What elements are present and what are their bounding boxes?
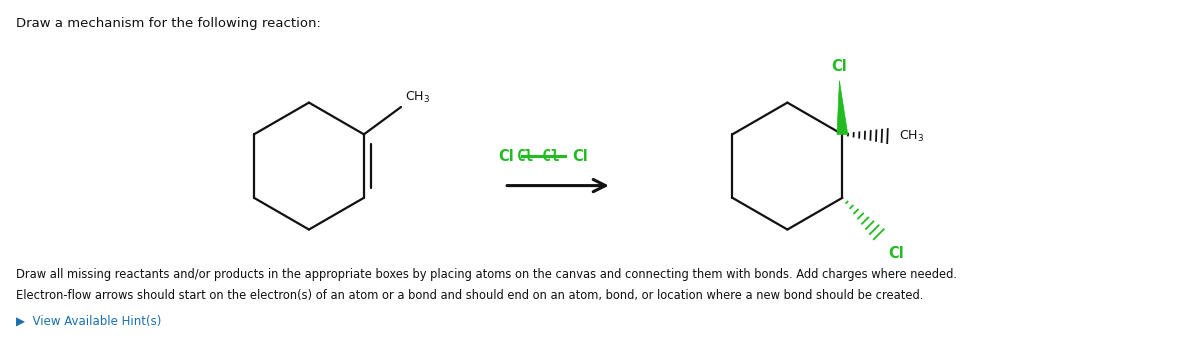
Text: Cl: Cl xyxy=(498,149,514,164)
Text: CH$_3$: CH$_3$ xyxy=(899,129,924,144)
Polygon shape xyxy=(836,81,847,134)
Text: CH$_3$: CH$_3$ xyxy=(404,90,430,105)
Text: Cl: Cl xyxy=(832,59,847,74)
Text: Draw all missing reactants and/or products in the appropriate boxes by placing a: Draw all missing reactants and/or produc… xyxy=(16,268,958,281)
Text: Cl: Cl xyxy=(572,149,588,164)
Text: Cl—Cl: Cl—Cl xyxy=(516,149,560,164)
Text: Draw a mechanism for the following reaction:: Draw a mechanism for the following react… xyxy=(16,17,320,30)
Text: Cl: Cl xyxy=(888,246,904,261)
Text: ▶  View Available Hint(s): ▶ View Available Hint(s) xyxy=(16,314,162,328)
Text: Electron-flow arrows should start on the electron(s) of an atom or a bond and sh: Electron-flow arrows should start on the… xyxy=(16,289,924,302)
